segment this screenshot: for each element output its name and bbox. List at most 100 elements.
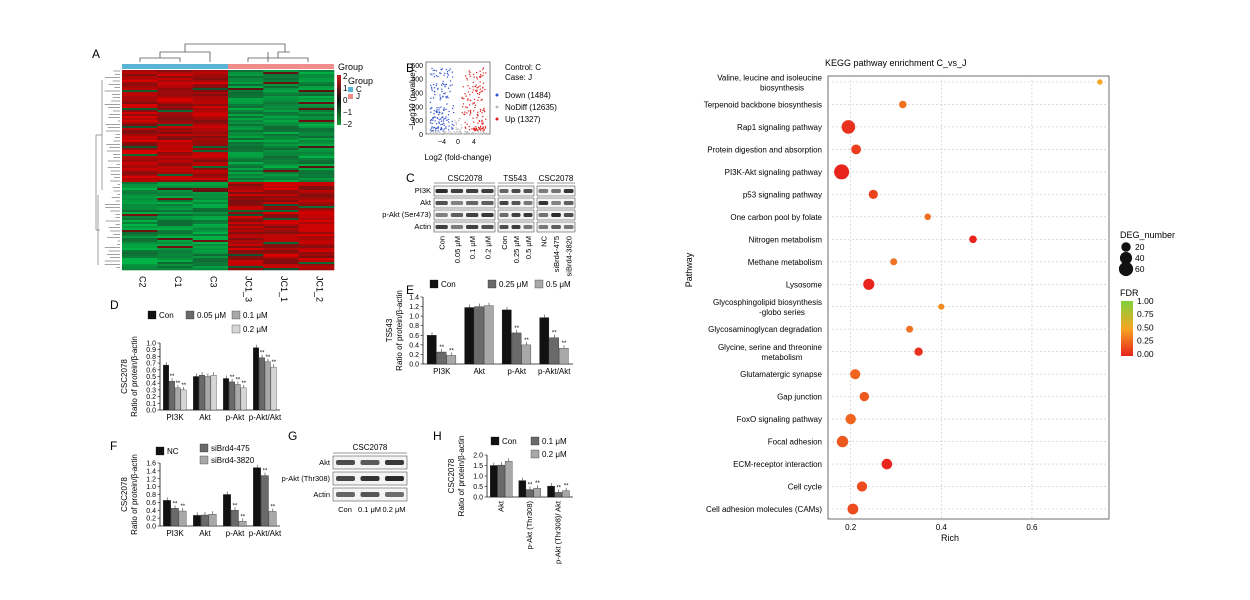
kegg-point [836,435,849,448]
heatmap-cell [298,162,335,165]
bar-category-label: p-Akt (Thr308)/ Akt [554,500,563,564]
heatmap-cell [157,240,193,243]
heatmap-cell [263,138,299,141]
volcano-point [479,85,481,87]
heatmap-cell [157,130,193,133]
bar-category-label: Akt [496,500,505,512]
heatmap-cell [263,158,299,161]
volcano-ytick: 100 [411,118,423,125]
volcano-point [469,112,472,114]
heatmap-cell [122,176,158,179]
heatmap-cell [192,258,229,261]
heatmap-cell [122,150,158,153]
heatmap-cell [298,102,335,105]
kegg-pathway-label-line2: metabolism [762,353,803,362]
blot-c-band [450,225,464,229]
volcano-points [429,67,487,135]
bar [200,514,209,527]
volcano-xtick: 0 [456,139,460,146]
blot-g-membranes: Akt p-Akt (Thr308) Actin Con 0.1 μM 0.2 μM [282,455,408,514]
heatmap-cell [263,248,299,251]
volcano-point [474,85,477,88]
volcano-point [460,132,462,134]
heatmap-cell [192,230,229,233]
heatmap-cell [157,212,193,215]
heatmap-cell [263,122,299,125]
bar [240,387,247,411]
volcano-point [429,122,432,124]
volcano-point [439,99,441,101]
blot-c-row-label: Actin [414,222,431,231]
panel-label-g: G [288,429,297,443]
volcano-point [479,109,482,111]
heatmap-cell [263,170,299,173]
heatmap-cell [298,226,335,229]
volcano-point [447,87,450,89]
blot-c-band [563,201,574,205]
heatmap-cell [228,252,264,255]
heatmap-cell [263,266,299,269]
volcano-legend-dot-down [495,93,499,97]
heatmap-cell [298,244,335,247]
heatmap-cell [228,122,264,125]
blot-g-row-label: Akt [319,458,331,467]
heatmap-cell [263,222,299,225]
kegg-pathway-label: Glycine, serine and threonine [718,343,823,352]
volcano-point [433,132,435,135]
heatmap-cell [157,198,193,201]
heatmap-cell [298,76,335,79]
heatmap-cell [122,78,158,81]
volcano-point [467,98,469,100]
bar-legend-swatch [155,446,165,456]
heatmap-cell [263,212,299,215]
heatmap-cell [228,222,264,225]
heatmap-cell [157,174,193,177]
bar [264,361,271,411]
heatmap-cell [298,242,335,245]
heatmap-cell [157,182,193,185]
volcano-point [444,86,446,88]
volcano-point [442,130,444,132]
volcano-point [456,123,458,126]
heatmap-cell [157,104,193,107]
volcano-point [449,85,451,87]
bar-ylabel: Ratio of protein/β-actin [395,290,404,371]
volcano-legend-nodiff: NoDiff (12635) [505,103,557,112]
heatmap-cell [298,178,335,181]
blot-c-lane-label: siBrd4-475 [552,236,561,272]
heatmap-cell [228,136,264,139]
heatmap-cell [122,236,158,239]
heatmap-cell [122,202,158,205]
heatmap-cell [192,162,229,165]
heatmap-cell [228,138,264,141]
heatmap-cell [298,236,335,239]
heatmap-cell [298,246,335,249]
group-bar-j [228,64,334,69]
bar-ytick-label: 1.4 [409,295,419,302]
heatmap-cell [228,106,264,109]
volcano-point [475,126,477,128]
volcano-point [481,132,483,135]
heatmap-cell [228,178,264,181]
heatmap-cell [298,72,335,75]
bar-chart-d: 0.00.10.20.30.40.50.60.70.80.91.0**** **P… [120,310,282,422]
heatmap-cell [157,228,193,231]
heatmap-cell [122,142,158,145]
heatmap-cell [122,112,158,115]
volcano-point [460,127,463,129]
volcano-case: Case: J [505,73,532,82]
bar [178,510,187,527]
volcano-point [479,110,482,113]
heatmap-cell [122,204,158,207]
heatmap-cell [157,124,193,127]
heatmap-cell [122,98,158,101]
volcano-point [443,118,445,120]
significance-mark: ** [263,469,268,475]
volcano-point [433,130,435,133]
volcano-point [430,111,432,113]
heatmap-cell [157,178,193,181]
bar-ytick-label: 0.6 [409,333,419,340]
heatmap-cell [298,192,335,195]
bar-ytick-label: 1.4 [146,468,156,475]
